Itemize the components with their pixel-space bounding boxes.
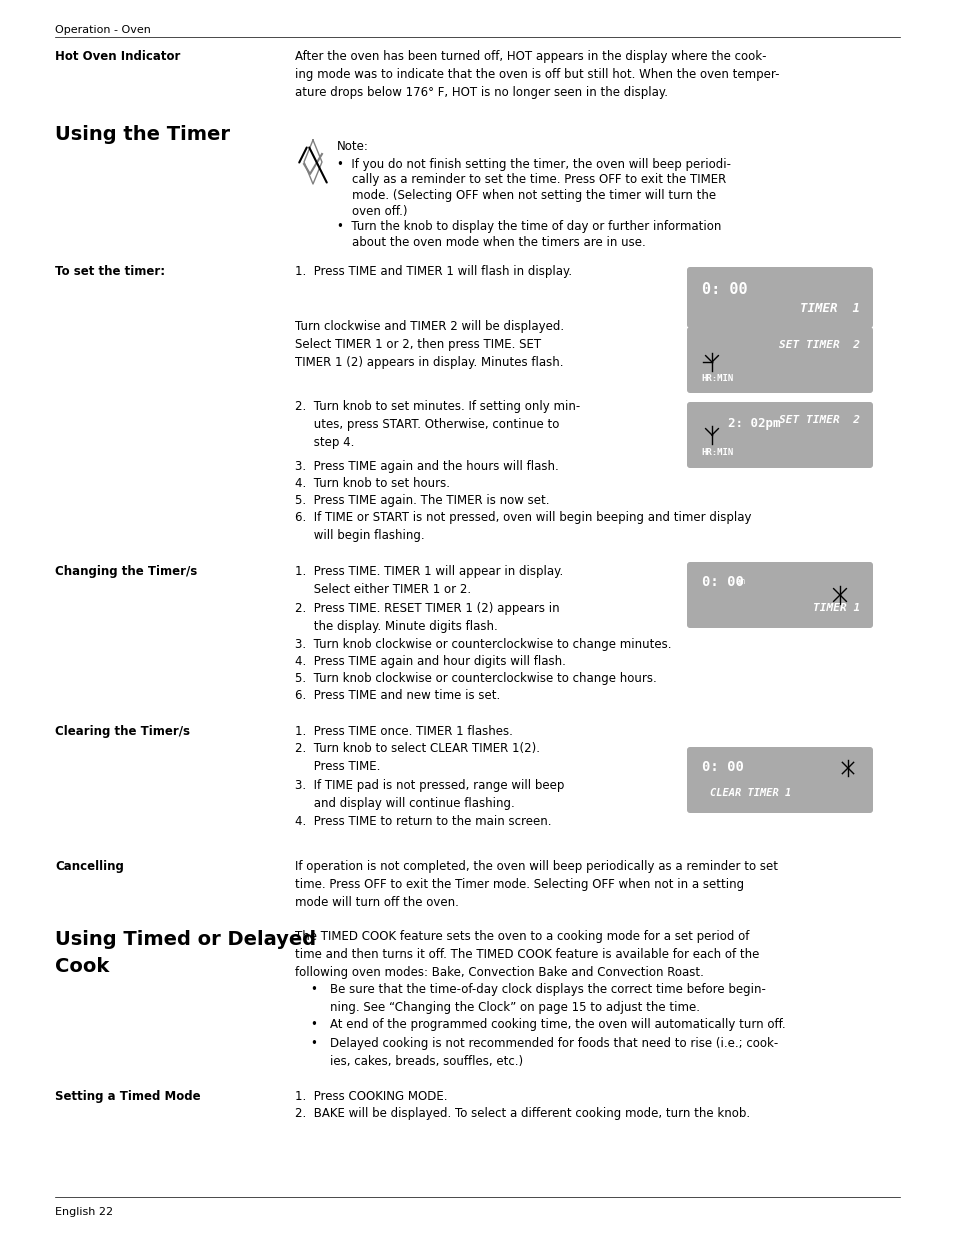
FancyBboxPatch shape	[686, 403, 872, 468]
Text: 6.  If TIME or START is not pressed, oven will begin beeping and timer display
 : 6. If TIME or START is not pressed, oven…	[294, 511, 751, 542]
Text: TIMER  1: TIMER 1	[800, 303, 859, 315]
Text: •: •	[310, 983, 316, 995]
FancyBboxPatch shape	[686, 327, 872, 393]
Text: CLEAR TIMER 1: CLEAR TIMER 1	[709, 788, 790, 798]
Text: After the oven has been turned off, HOT appears in the display where the cook-
i: After the oven has been turned off, HOT …	[294, 49, 779, 99]
Text: •  Turn the knob to display the time of day or further information: • Turn the knob to display the time of d…	[336, 220, 720, 233]
FancyBboxPatch shape	[686, 267, 872, 329]
Text: Using Timed or Delayed
Cook: Using Timed or Delayed Cook	[55, 930, 315, 976]
Text: Note:: Note:	[336, 140, 369, 153]
Text: 0: 00: 0: 00	[701, 576, 743, 589]
Text: 2.  Turn knob to select CLEAR TIMER 1(2).
     Press TIME.: 2. Turn knob to select CLEAR TIMER 1(2).…	[294, 742, 539, 773]
Text: 4.  Press TIME again and hour digits will flash.: 4. Press TIME again and hour digits will…	[294, 655, 565, 668]
Text: 4.  Turn knob to set hours.: 4. Turn knob to set hours.	[294, 477, 450, 490]
Text: 0: 00: 0: 00	[701, 760, 743, 774]
Text: 3.  If TIME pad is not pressed, range will beep
     and display will continue f: 3. If TIME pad is not pressed, range wil…	[294, 779, 564, 810]
Text: •  If you do not finish setting the timer, the oven will beep periodi-: • If you do not finish setting the timer…	[336, 158, 730, 170]
Text: Be sure that the time-of-day clock displays the correct time before begin-
ning.: Be sure that the time-of-day clock displ…	[330, 983, 765, 1014]
Text: Delayed cooking is not recommended for foods that need to rise (i.e.; cook-
ies,: Delayed cooking is not recommended for f…	[330, 1037, 778, 1068]
Text: HR:MIN: HR:MIN	[700, 374, 732, 383]
Text: 1.  Press COOKING MODE.: 1. Press COOKING MODE.	[294, 1091, 447, 1103]
Text: English 22: English 22	[55, 1207, 113, 1216]
Text: 2.  BAKE will be displayed. To select a different cooking mode, turn the knob.: 2. BAKE will be displayed. To select a d…	[294, 1107, 749, 1120]
Text: TIMER 1: TIMER 1	[812, 603, 859, 613]
Text: Using the Timer: Using the Timer	[55, 125, 230, 144]
Text: Turn clockwise and TIMER 2 will be displayed.
Select TIMER 1 or 2, then press TI: Turn clockwise and TIMER 2 will be displ…	[294, 320, 563, 369]
Text: Cancelling: Cancelling	[55, 860, 124, 873]
Text: HR:MIN: HR:MIN	[700, 448, 732, 457]
Text: 1.  Press TIME and TIMER 1 will flash in display.: 1. Press TIME and TIMER 1 will flash in …	[294, 266, 572, 278]
Text: 6.  Press TIME and new time is set.: 6. Press TIME and new time is set.	[294, 689, 499, 701]
Text: 2.  Press TIME. RESET TIMER 1 (2) appears in
     the display. Minute digits fla: 2. Press TIME. RESET TIMER 1 (2) appears…	[294, 601, 559, 634]
Text: 3.  Press TIME again and the hours will flash.: 3. Press TIME again and the hours will f…	[294, 459, 558, 473]
FancyBboxPatch shape	[686, 747, 872, 813]
Text: •: •	[310, 1037, 316, 1051]
Text: 5.  Turn knob clockwise or counterclockwise to change hours.: 5. Turn knob clockwise or counterclockwi…	[294, 672, 656, 685]
Text: To set the timer:: To set the timer:	[55, 266, 165, 278]
Text: 0: 00: 0: 00	[701, 282, 747, 296]
Text: Hot Oven Indicator: Hot Oven Indicator	[55, 49, 180, 63]
Text: SET TIMER  2: SET TIMER 2	[779, 340, 859, 350]
Text: about the oven mode when the timers are in use.: about the oven mode when the timers are …	[336, 236, 645, 248]
Text: Clearing the Timer/s: Clearing the Timer/s	[55, 725, 190, 739]
Text: 4.  Press TIME to return to the main screen.: 4. Press TIME to return to the main scre…	[294, 815, 551, 827]
Text: 2.  Turn knob to set minutes. If setting only min-
     utes, press START. Other: 2. Turn knob to set minutes. If setting …	[294, 400, 579, 450]
Text: At end of the programmed cooking time, the oven will automatically turn off.: At end of the programmed cooking time, t…	[330, 1018, 785, 1031]
Text: The TIMED COOK feature sets the oven to a cooking mode for a set period of
time : The TIMED COOK feature sets the oven to …	[294, 930, 759, 979]
Text: oven off.): oven off.)	[336, 205, 407, 217]
Text: 5.  Press TIME again. The TIMER is now set.: 5. Press TIME again. The TIMER is now se…	[294, 494, 549, 508]
Text: am: am	[734, 577, 744, 585]
Text: If operation is not completed, the oven will beep periodically as a reminder to : If operation is not completed, the oven …	[294, 860, 778, 909]
Text: Operation - Oven: Operation - Oven	[55, 25, 151, 35]
Text: •: •	[310, 1018, 316, 1031]
Text: SET TIMER  2: SET TIMER 2	[779, 415, 859, 425]
Text: 3.  Turn knob clockwise or counterclockwise to change minutes.: 3. Turn knob clockwise or counterclockwi…	[294, 638, 671, 651]
Text: Setting a Timed Mode: Setting a Timed Mode	[55, 1091, 200, 1103]
Text: 1.  Press TIME once. TIMER 1 flashes.: 1. Press TIME once. TIMER 1 flashes.	[294, 725, 513, 739]
FancyBboxPatch shape	[686, 562, 872, 629]
Text: 2: 02pm: 2: 02pm	[727, 417, 780, 430]
Text: cally as a reminder to set the time. Press OFF to exit the TIMER: cally as a reminder to set the time. Pre…	[336, 173, 725, 186]
Text: 1.  Press TIME. TIMER 1 will appear in display.
     Select either TIMER 1 or 2.: 1. Press TIME. TIMER 1 will appear in di…	[294, 564, 562, 597]
Text: Changing the Timer/s: Changing the Timer/s	[55, 564, 197, 578]
Text: mode. (Selecting OFF when not setting the timer will turn the: mode. (Selecting OFF when not setting th…	[336, 189, 716, 203]
